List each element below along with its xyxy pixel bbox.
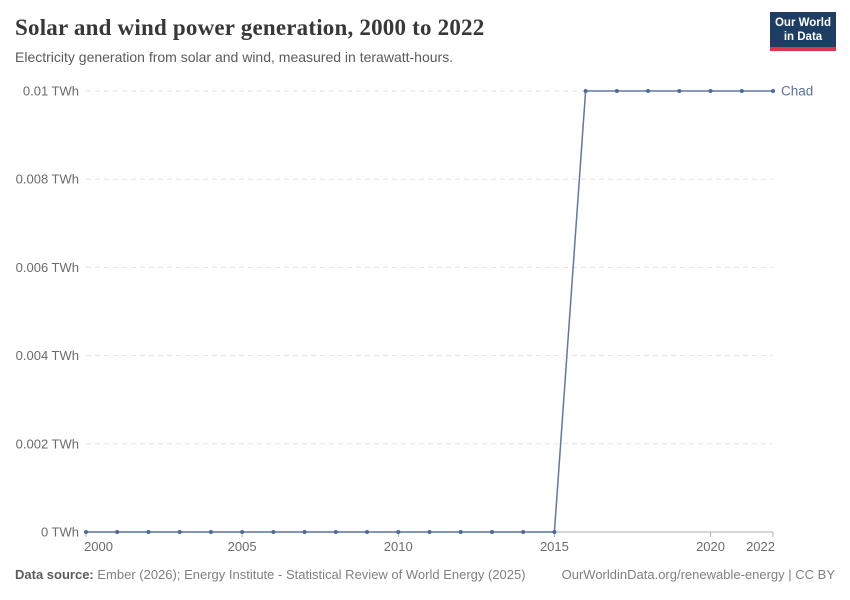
owid-logo-line1: Our World	[774, 17, 831, 29]
data-source: Data source: Ember (2026); Energy Instit…	[15, 567, 526, 583]
data-point-2002[interactable]	[146, 530, 151, 534]
data-point-2014[interactable]	[521, 530, 526, 534]
data-point-2017[interactable]	[614, 89, 619, 93]
plot-area: 0 TWh 0.002 TWh 0.004 TWh 0.006 TWh 0.008 TW…	[0, 80, 850, 558]
page-title: Solar and wind power generation, 2000 to…	[15, 15, 485, 40]
y-axis-label: 0.002 TWh	[16, 436, 79, 451]
data-point-2006[interactable]	[271, 530, 276, 534]
data-source-text: Ember (2026); Energy Institute - Statist…	[93, 567, 526, 582]
credit-link[interactable]: OurWorldinData.org/renewable-energy | CC…	[561, 567, 835, 582]
chart-footer: Data source: Ember (2026); Energy Instit…	[15, 567, 835, 583]
data-point-2004[interactable]	[208, 530, 213, 534]
data-point-2021[interactable]	[739, 89, 744, 93]
data-point-2012[interactable]	[458, 530, 463, 534]
data-point-2007[interactable]	[302, 530, 307, 534]
data-point-2003[interactable]	[177, 530, 182, 534]
data-point-2010[interactable]	[396, 530, 401, 534]
data-point-2009[interactable]	[365, 530, 369, 534]
data-point-2000[interactable]	[84, 530, 88, 534]
data-point-2016[interactable]	[583, 89, 588, 93]
data-point-2008[interactable]	[333, 530, 338, 534]
owid-logo-line2: in Data	[783, 31, 823, 43]
x-axis-label: 2015	[540, 539, 569, 554]
data-point-2022[interactable]	[771, 89, 775, 93]
line-chart: 0 TWh 0.002 TWh 0.004 TWh 0.006 TWh 0.008 TW…	[16, 84, 814, 555]
chart-line-chad	[86, 90, 773, 533]
y-axis-label: 0 TWh	[41, 525, 79, 540]
y-axis-label: 0.01 TWh	[23, 84, 79, 99]
data-point-2015[interactable]	[552, 530, 557, 534]
data-point-2011[interactable]	[427, 530, 432, 534]
x-axis-label: 2000	[84, 539, 113, 554]
data-point-2001[interactable]	[115, 530, 120, 534]
x-axis-label: 2020	[696, 539, 725, 554]
data-point-2005[interactable]	[240, 530, 245, 534]
data-point-2018[interactable]	[646, 89, 651, 93]
data-point-2020[interactable]	[708, 89, 713, 93]
owid-logo[interactable]: Our World in Data	[770, 12, 836, 51]
series-label-chad[interactable]: Chad	[781, 84, 813, 99]
chart-subtitle: Electricity generation from solar and wi…	[15, 49, 454, 65]
data-source-label: Data source:	[15, 567, 94, 582]
data-point-2013[interactable]	[490, 530, 494, 534]
x-axis-label: 2010	[384, 539, 413, 554]
y-axis-label: 0.008 TWh	[16, 172, 79, 187]
chart-header: Solar and wind power generation, 2000 to…	[15, 12, 836, 66]
x-axis-label: 2005	[228, 539, 257, 554]
data-point-2019[interactable]	[677, 89, 682, 93]
x-axis-label: 2022	[746, 539, 775, 554]
y-axis-label: 0.004 TWh	[16, 348, 79, 363]
y-axis-label: 0.006 TWh	[16, 260, 79, 275]
